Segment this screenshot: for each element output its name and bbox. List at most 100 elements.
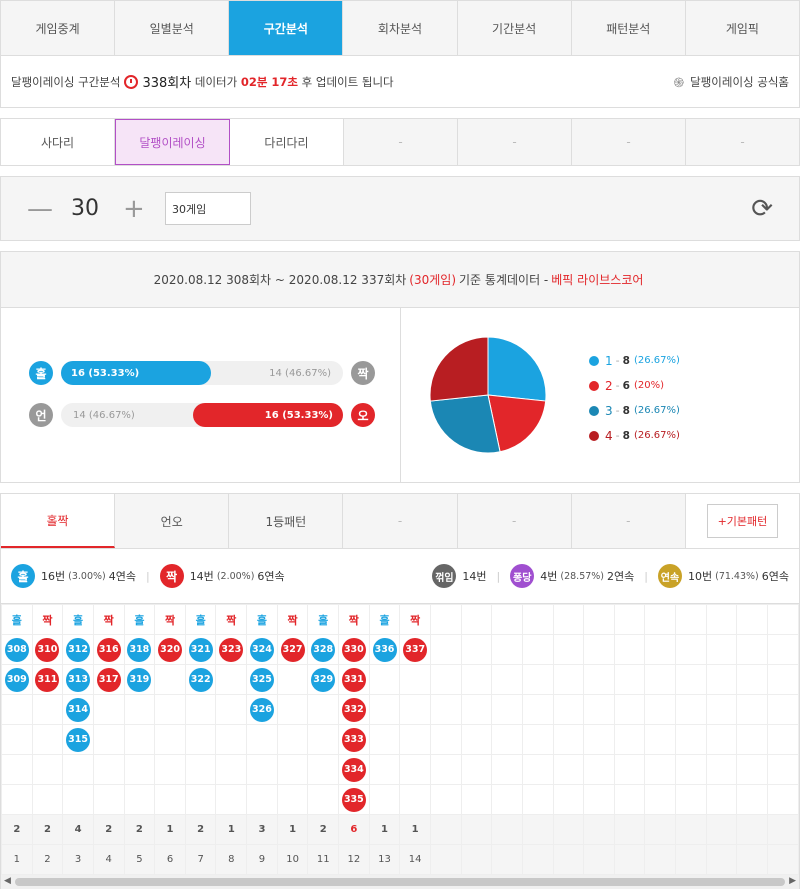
- empty-cell: [705, 634, 738, 665]
- clock-icon: [124, 74, 139, 89]
- result-ball[interactable]: 328: [311, 637, 336, 662]
- scroll-thumb[interactable]: [15, 878, 785, 886]
- result-ball[interactable]: 327: [280, 637, 305, 662]
- empty-cell: [583, 844, 615, 875]
- game-tab-4: -: [344, 119, 458, 165]
- empty-cell: [429, 844, 462, 875]
- empty-cell: [613, 784, 646, 815]
- result-ball[interactable]: 334: [341, 757, 366, 782]
- empty-cell: [368, 694, 401, 725]
- result-ball[interactable]: 310: [35, 637, 60, 662]
- nav-tab-7[interactable]: 게임픽: [725, 21, 759, 36]
- legend-dot: [589, 430, 599, 441]
- ratio-row-2: 언 14 (46.67%) 16 (53.33%) 오: [29, 402, 375, 428]
- game-tab-1[interactable]: 사다리: [1, 119, 115, 165]
- empty-cell: [399, 664, 431, 695]
- result-ball[interactable]: 336: [372, 637, 397, 662]
- legend-item-3: 3 - 8 (26.67%): [589, 398, 680, 423]
- ratio-right-badge: 오: [351, 403, 375, 427]
- grid-cell: 310: [31, 634, 64, 665]
- column-count: 1: [215, 814, 248, 845]
- result-ball[interactable]: 337: [403, 637, 428, 662]
- legend-number: 2: [605, 378, 613, 393]
- info-mid: 데이터가: [194, 74, 238, 89]
- grid-cell: 333: [338, 724, 370, 755]
- increase-button[interactable]: +: [123, 193, 145, 224]
- empty-cell: [62, 784, 94, 815]
- basic-pattern-button[interactable]: +기본패턴: [706, 504, 779, 538]
- horizontal-scrollbar[interactable]: ◀ ▶: [0, 875, 800, 889]
- empty-cell: [154, 664, 186, 695]
- scroll-right-icon[interactable]: ▶: [789, 876, 796, 886]
- game-count-select[interactable]: 30게임: [165, 192, 251, 225]
- nav-tab-6[interactable]: 패턴분석: [572, 1, 686, 55]
- pattern-tab-3[interactable]: 1등패턴: [229, 494, 344, 548]
- empty-cell: [736, 784, 769, 815]
- grid-cell: 327: [276, 634, 309, 665]
- result-ball[interactable]: 311: [35, 667, 60, 692]
- result-ball[interactable]: 316: [96, 637, 121, 662]
- empty-cell: [552, 754, 585, 785]
- game-tab-3[interactable]: 다리다리: [230, 119, 344, 165]
- pattern-tab-1[interactable]: 홀짝: [1, 494, 116, 548]
- pattern-tab-7[interactable]: +기본패턴: [685, 494, 799, 548]
- result-ball[interactable]: 329: [311, 667, 336, 692]
- empty-cell: [675, 634, 707, 665]
- result-ball[interactable]: 312: [66, 637, 91, 662]
- game-tab-6: -: [572, 119, 686, 165]
- nav-tab-4[interactable]: 회차분석: [343, 1, 458, 55]
- result-ball[interactable]: 332: [341, 697, 366, 722]
- empty-cell: [123, 694, 156, 725]
- result-ball[interactable]: 315: [66, 727, 91, 752]
- result-ball[interactable]: 330: [341, 637, 366, 662]
- result-ball[interactable]: 314: [66, 697, 91, 722]
- empty-cell: [429, 754, 462, 785]
- result-ball[interactable]: 309: [4, 667, 29, 692]
- result-ball[interactable]: 319: [127, 667, 152, 692]
- grid-cell: 311: [31, 664, 64, 695]
- grid-cell: 324: [246, 634, 278, 665]
- column-count: 2: [123, 814, 156, 845]
- result-ball[interactable]: 331: [341, 667, 366, 692]
- empty-cell: [276, 694, 309, 725]
- ratio-fill: 16 (53.33%): [192, 403, 343, 427]
- pattern-tab-2[interactable]: 언오: [115, 494, 230, 548]
- result-ball[interactable]: 323: [219, 637, 244, 662]
- game-tab-2[interactable]: 달팽이레이싱: [115, 119, 230, 165]
- nav-tab-2[interactable]: 일별분석: [115, 1, 230, 55]
- result-ball[interactable]: 317: [96, 667, 121, 692]
- nav-tab-3[interactable]: 구간분석: [229, 1, 344, 55]
- result-ball[interactable]: 333: [341, 727, 366, 752]
- empty-cell: [31, 694, 64, 725]
- result-ball[interactable]: 325: [249, 667, 274, 692]
- result-ball[interactable]: 318: [127, 637, 152, 662]
- result-ball[interactable]: 335: [341, 787, 366, 812]
- scroll-left-icon[interactable]: ◀: [4, 876, 11, 886]
- nav-tab-1[interactable]: 게임중계: [1, 1, 116, 55]
- result-ball[interactable]: 320: [158, 637, 183, 662]
- nav-tab-5[interactable]: 기간분석: [458, 1, 572, 55]
- result-ball[interactable]: 324: [249, 637, 274, 662]
- result-ball[interactable]: 308: [4, 637, 29, 662]
- result-ball[interactable]: 321: [188, 637, 213, 662]
- result-ball[interactable]: 322: [188, 667, 213, 692]
- empty-cell: [92, 724, 125, 755]
- empty-cell: [215, 664, 248, 695]
- result-ball[interactable]: 326: [249, 697, 274, 722]
- pattern-grid[interactable]: 홀 짝 홀 짝 홀 짝 홀 짝 홀 짝 홀 짝 홀 짝 308 310 312 316 318 320 321 323 32…: [0, 603, 800, 875]
- column-count: 4: [62, 814, 94, 845]
- official-site-link[interactable]: ֍ 달팽이레이싱 공식홈: [674, 73, 790, 91]
- result-ball[interactable]: 313: [66, 667, 91, 692]
- empty-cell: [184, 784, 217, 815]
- top-nav: 게임중계 일별분석 구간분석 회차분석 기간분석 패턴분석 게임픽: [0, 0, 800, 56]
- empty-cell: [521, 784, 554, 815]
- column-index: 7: [184, 844, 217, 875]
- legend-count: 6: [622, 379, 630, 392]
- empty-cell: [429, 694, 462, 725]
- decrease-button[interactable]: —: [27, 193, 53, 224]
- game-count-value: 30: [71, 196, 99, 221]
- refresh-icon[interactable]: ⟳: [751, 193, 773, 224]
- ratio-bar: 14 (46.67%) 16 (53.33%): [61, 403, 343, 427]
- ratio-bar: 16 (53.33%) 14 (46.67%): [61, 361, 343, 385]
- column-count: 3: [246, 814, 278, 845]
